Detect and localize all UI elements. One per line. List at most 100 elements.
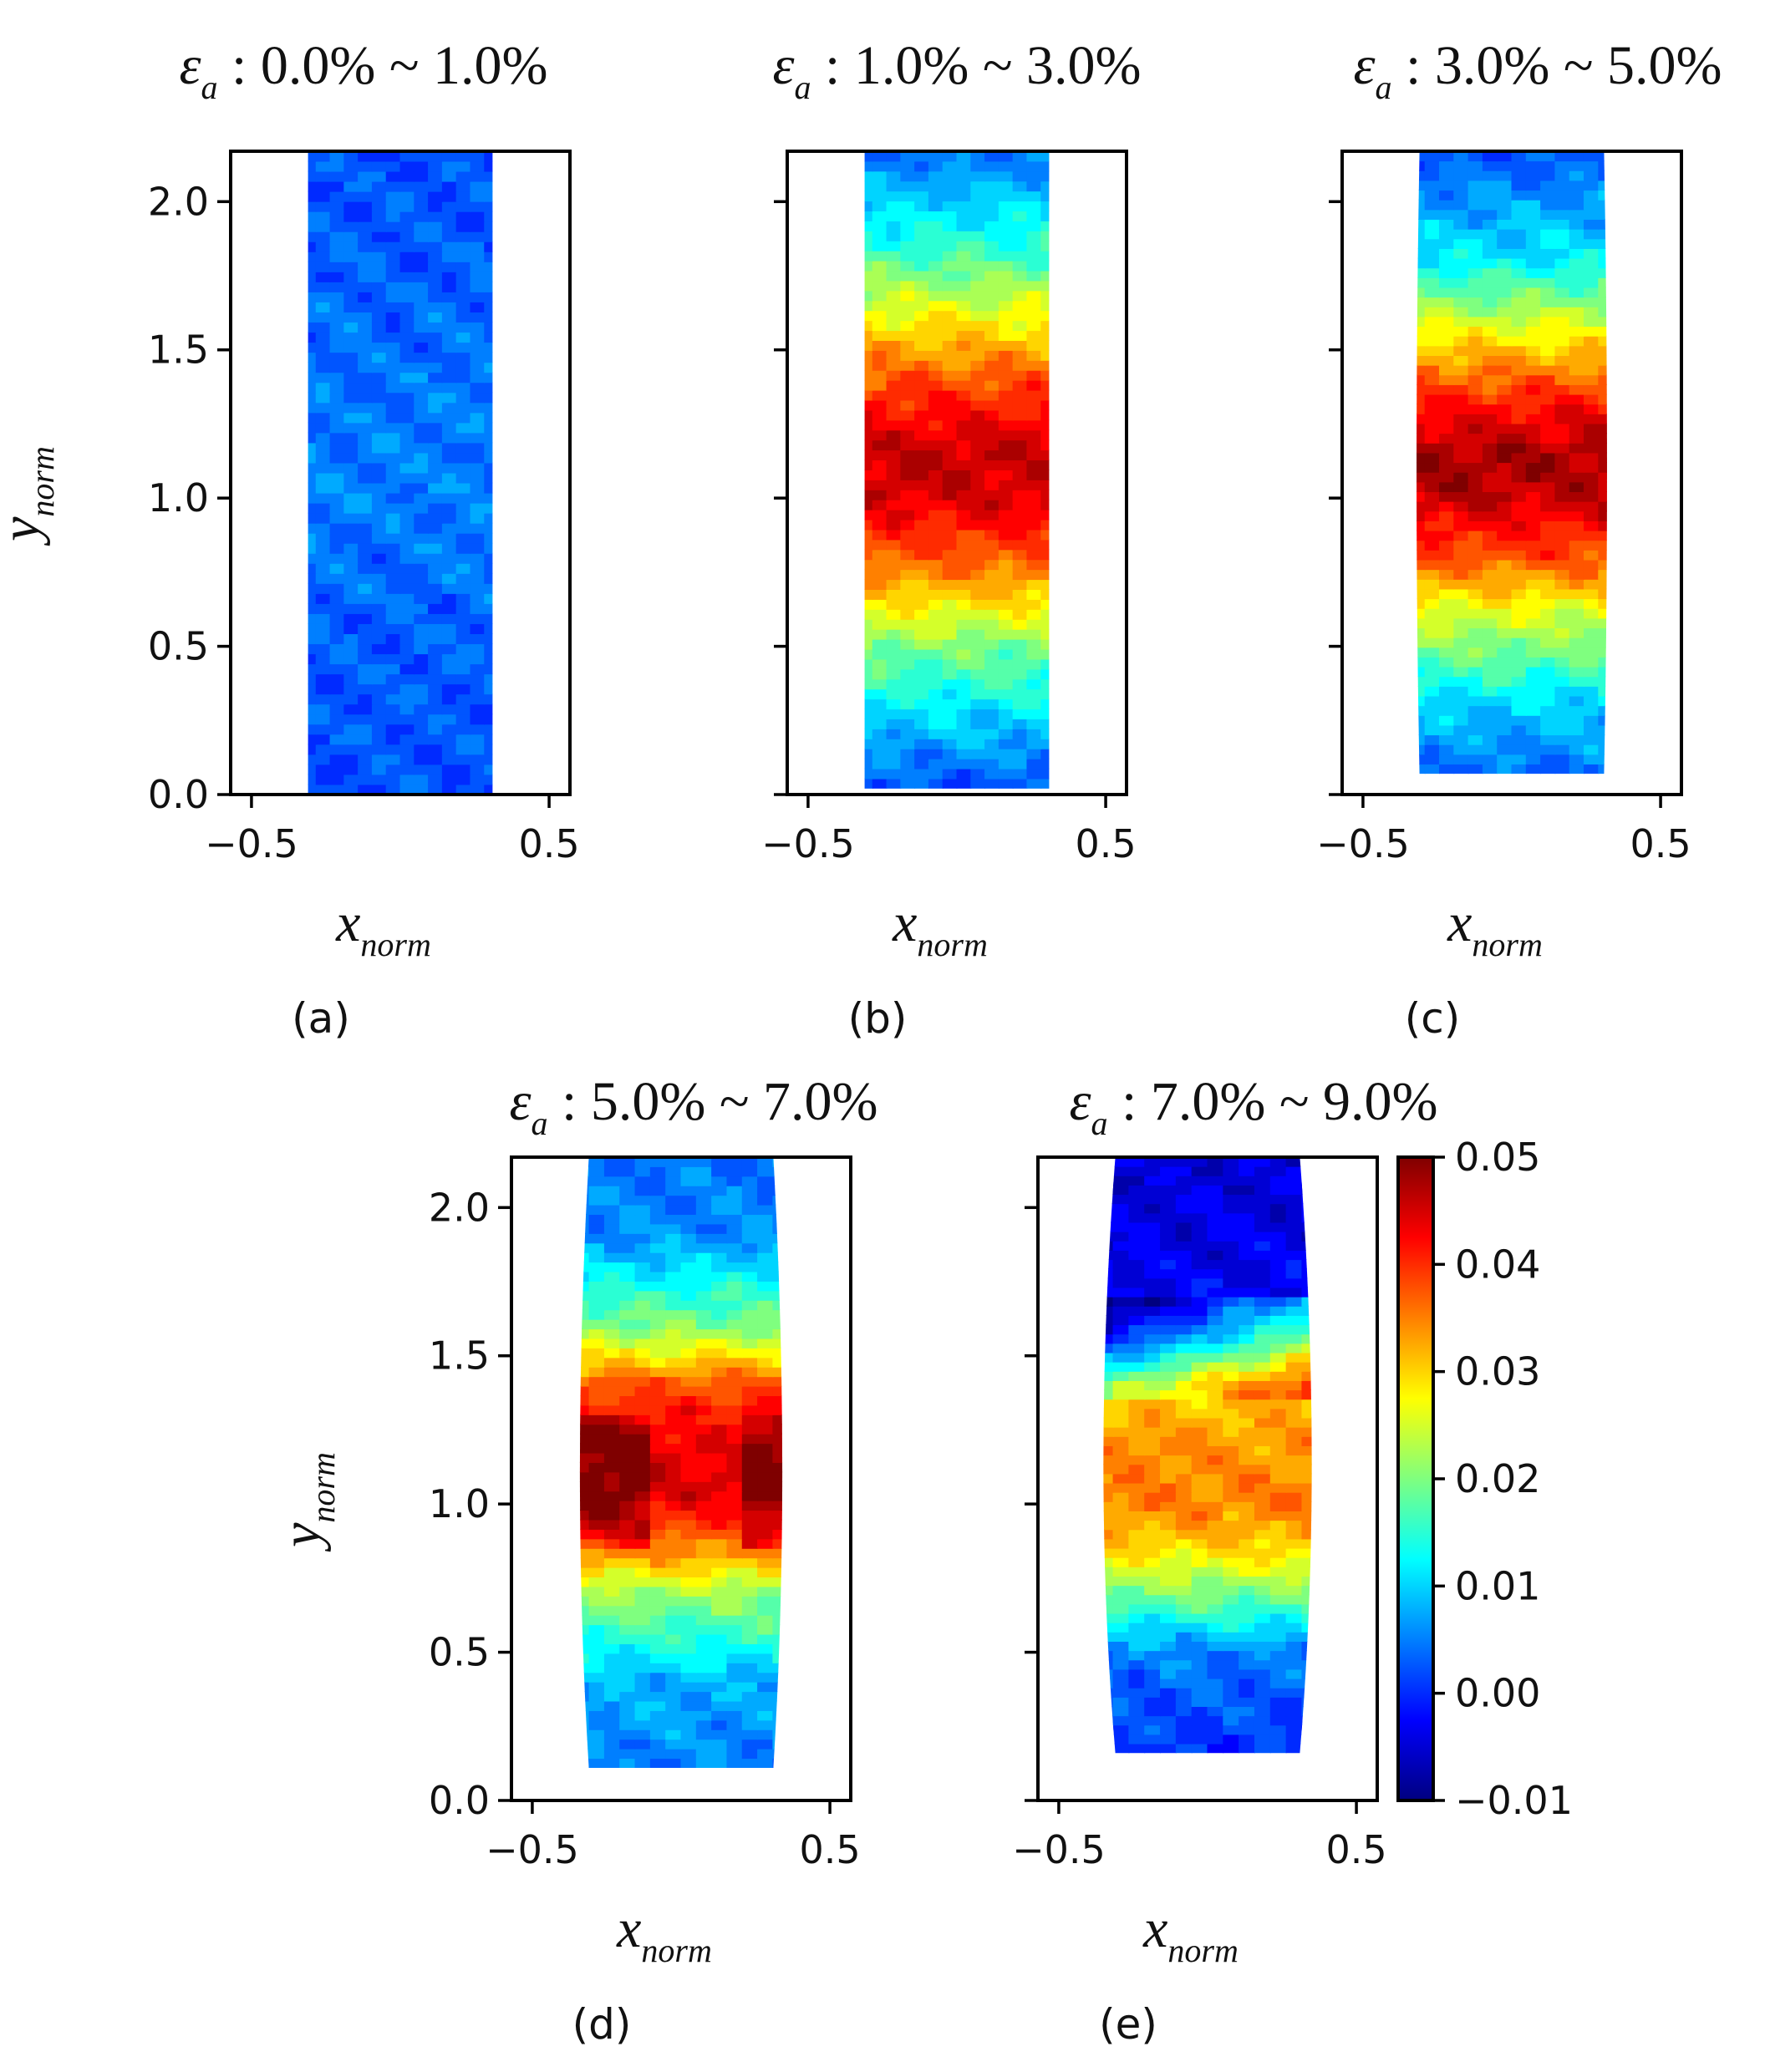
heat-cell xyxy=(872,668,888,680)
heat-cell xyxy=(1569,170,1584,181)
heat-cell xyxy=(455,271,471,282)
heat-cell xyxy=(1040,201,1050,212)
heat-cell xyxy=(1598,306,1607,317)
heat-cell xyxy=(695,1643,713,1654)
heat-cell xyxy=(1497,238,1513,249)
heat-cell xyxy=(634,1338,651,1348)
heat-cell xyxy=(741,1758,759,1768)
heat-cell xyxy=(634,1595,651,1607)
heat-cell xyxy=(872,290,888,302)
heat-cell xyxy=(1598,364,1607,376)
heat-cell xyxy=(1207,1175,1224,1186)
heat-cell xyxy=(1467,744,1483,755)
heat-cell xyxy=(441,362,457,373)
heat-cell xyxy=(1417,510,1426,521)
heat-cell xyxy=(1144,1361,1162,1372)
heat-cell xyxy=(603,1385,621,1397)
heat-cell xyxy=(343,602,359,614)
heat-cell xyxy=(695,1595,713,1607)
heat-cell xyxy=(329,362,345,373)
heat-cell xyxy=(1482,160,1498,171)
heat-cell xyxy=(315,572,331,584)
heat-cell xyxy=(741,1614,759,1626)
heat-cell xyxy=(343,482,359,494)
heat-cell xyxy=(385,764,401,775)
y-axis-label: ynorm xyxy=(271,1452,342,1552)
heat-cell xyxy=(343,211,359,222)
heat-cell xyxy=(358,592,373,604)
heat-cell xyxy=(886,359,902,371)
heat-cell xyxy=(399,151,415,162)
heat-cell xyxy=(1583,335,1600,347)
heat-cell xyxy=(872,608,888,620)
heat-cell xyxy=(1482,540,1498,551)
heat-cell xyxy=(649,1605,667,1616)
heat-cell xyxy=(970,489,986,500)
heat-cell xyxy=(1511,685,1527,697)
heat-cell xyxy=(315,592,331,604)
heat-cell xyxy=(649,1433,667,1445)
heat-cell xyxy=(1269,1435,1287,1446)
heat-cell xyxy=(343,522,359,534)
heat-cell xyxy=(1191,1240,1208,1251)
heat-cell xyxy=(970,638,986,650)
heat-cell xyxy=(914,399,929,411)
heat-cell xyxy=(1223,1166,1240,1176)
heat-cell xyxy=(680,1614,697,1626)
heat-cell xyxy=(1583,471,1600,483)
heat-cell xyxy=(455,683,471,695)
heat-cell xyxy=(1012,499,1028,510)
heat-cell xyxy=(741,1242,759,1253)
heat-cell xyxy=(1424,452,1441,464)
heat-cell xyxy=(1040,240,1050,251)
heat-cell xyxy=(1439,287,1455,298)
heat-cell xyxy=(308,592,317,604)
heat-cell xyxy=(1026,569,1042,581)
heat-cell xyxy=(1525,306,1542,317)
heat-cell xyxy=(634,1547,651,1559)
heat-cell xyxy=(1254,1268,1271,1279)
heat-cell xyxy=(619,1653,636,1663)
heat-cell xyxy=(1160,1557,1177,1567)
heat-cell xyxy=(1453,540,1469,551)
heat-cell xyxy=(772,1242,783,1253)
heat-cell xyxy=(1207,1166,1224,1176)
heat-cell xyxy=(864,748,873,759)
heat-cell xyxy=(371,744,387,755)
heat-cell xyxy=(864,250,873,262)
heat-cell xyxy=(1112,1379,1130,1391)
heat-cell xyxy=(1424,714,1441,726)
heat-cell xyxy=(1207,1370,1224,1381)
heat-cell xyxy=(1175,1678,1193,1689)
heat-cell xyxy=(1040,569,1050,581)
heat-cell xyxy=(680,1471,697,1482)
heat-cell xyxy=(1417,160,1426,171)
heat-cell xyxy=(428,231,443,242)
heat-cell xyxy=(1207,1547,1224,1558)
heat-cell xyxy=(1254,1221,1271,1232)
heat-cell xyxy=(1467,764,1483,774)
heat-cell xyxy=(680,1157,697,1167)
heat-cell xyxy=(900,688,916,700)
heat-cell xyxy=(634,1758,651,1768)
heat-cell xyxy=(1103,1538,1114,1549)
heat-cell xyxy=(329,754,345,765)
heat-cell xyxy=(695,1376,713,1387)
heat-cell xyxy=(385,693,401,705)
heat-cell xyxy=(358,663,373,675)
heat-cell xyxy=(928,300,944,312)
heat-cell xyxy=(1128,1650,1146,1661)
heat-cell xyxy=(1040,608,1050,620)
heat-cell xyxy=(680,1662,697,1673)
heat-cell xyxy=(1583,442,1600,454)
heat-cell xyxy=(1223,1501,1240,1511)
heat-cell xyxy=(1144,1547,1162,1558)
heat-cell xyxy=(1144,1538,1162,1549)
heat-cell xyxy=(470,482,486,494)
heat-cell xyxy=(1223,1687,1240,1698)
heat-cell xyxy=(1175,1547,1193,1558)
heat-cell xyxy=(970,668,986,680)
heat-cell xyxy=(1439,481,1455,493)
heat-cell xyxy=(1012,151,1028,162)
heat-cell xyxy=(886,658,902,670)
